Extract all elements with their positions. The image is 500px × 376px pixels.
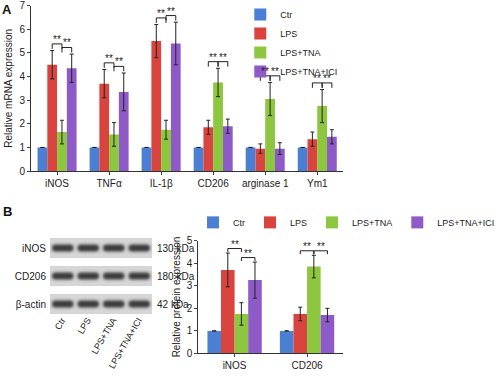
svg-text:LPS: LPS — [280, 29, 297, 39]
svg-text:**: ** — [209, 52, 217, 63]
svg-text:42 kDa: 42 kDa — [157, 299, 189, 310]
svg-text:4: 4 — [187, 258, 193, 269]
svg-text:2: 2 — [187, 303, 193, 314]
svg-text:LPS+TNA: LPS+TNA — [352, 218, 392, 228]
svg-text:0: 0 — [187, 348, 193, 359]
svg-text:5: 5 — [19, 47, 25, 58]
svg-text:A: A — [2, 2, 12, 17]
svg-text:6: 6 — [19, 24, 25, 35]
svg-text:3: 3 — [187, 280, 193, 291]
svg-text:130 kDa: 130 kDa — [157, 243, 195, 254]
svg-text:**: ** — [53, 34, 61, 45]
svg-text:0: 0 — [19, 166, 25, 177]
svg-text:7: 7 — [19, 0, 25, 11]
svg-text:**: ** — [115, 56, 123, 67]
svg-text:LPS: LPS — [290, 218, 307, 228]
svg-text:LPS+TNA+ICI: LPS+TNA+ICI — [107, 316, 144, 370]
svg-text:LPS+TNA: LPS+TNA — [90, 316, 119, 356]
svg-text:Ctr: Ctr — [233, 218, 245, 228]
svg-text:1: 1 — [19, 142, 25, 153]
svg-text:**: ** — [271, 66, 279, 77]
svg-text:LPS: LPS — [76, 316, 93, 336]
svg-text:Ym1: Ym1 — [307, 178, 328, 189]
svg-text:5: 5 — [187, 235, 193, 246]
svg-text:iNOS: iNOS — [22, 243, 46, 254]
svg-text:IL-1β: IL-1β — [150, 178, 173, 189]
svg-text:Relative protein expression: Relative protein expression — [171, 237, 182, 358]
svg-text:**: ** — [323, 73, 331, 84]
svg-text:**: ** — [105, 53, 113, 64]
svg-text:LPS+TNA: LPS+TNA — [280, 48, 320, 58]
svg-text:**: ** — [167, 6, 175, 17]
svg-text:**: ** — [317, 241, 325, 252]
svg-text:LPS+TNA+ICI: LPS+TNA+ICI — [437, 218, 494, 228]
svg-text:**: ** — [157, 8, 165, 19]
svg-text:4: 4 — [19, 71, 25, 82]
svg-text:180 kDa: 180 kDa — [157, 271, 195, 282]
svg-text:arginase 1: arginase 1 — [242, 178, 289, 189]
svg-text:1: 1 — [187, 325, 193, 336]
svg-text:Relative mRNA expression: Relative mRNA expression — [3, 29, 14, 148]
svg-text:**: ** — [63, 37, 71, 48]
svg-text:TNFα: TNFα — [96, 178, 121, 189]
svg-text:**: ** — [313, 73, 321, 84]
svg-text:**: ** — [231, 239, 239, 250]
svg-text:CD206: CD206 — [15, 271, 47, 282]
svg-text:B: B — [3, 204, 12, 219]
svg-text:β-actin: β-actin — [16, 299, 46, 310]
svg-text:Ctr: Ctr — [280, 10, 292, 20]
svg-text:iNOS: iNOS — [45, 178, 69, 189]
svg-text:CD206: CD206 — [198, 178, 230, 189]
svg-text:Ctr: Ctr — [53, 316, 68, 331]
svg-text:**: ** — [219, 52, 227, 63]
svg-text:**: ** — [303, 241, 311, 252]
svg-text:2: 2 — [19, 118, 25, 129]
svg-text:iNOS: iNOS — [223, 360, 247, 371]
svg-text:**: ** — [244, 248, 252, 259]
svg-text:CD206: CD206 — [291, 360, 323, 371]
svg-text:**: ** — [261, 66, 269, 77]
svg-text:LPS+TNA+ICI: LPS+TNA+ICI — [280, 67, 337, 77]
svg-text:3: 3 — [19, 95, 25, 106]
